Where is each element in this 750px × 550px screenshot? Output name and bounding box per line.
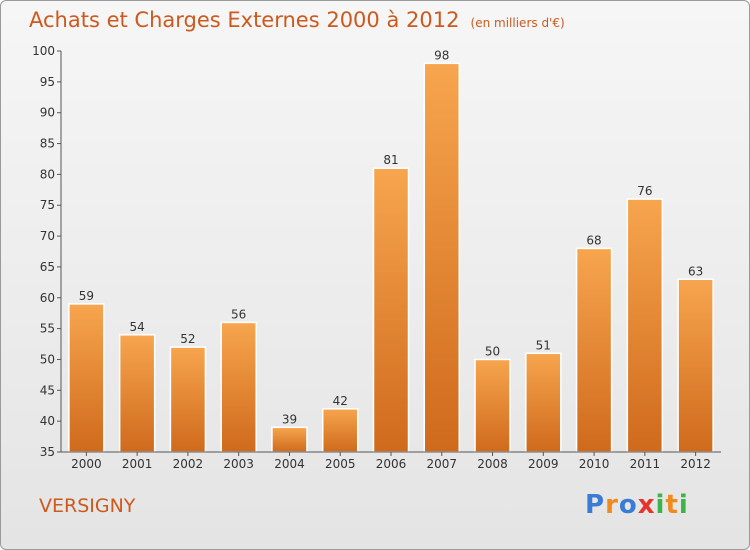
brand-logo: Proxiti bbox=[585, 490, 689, 520]
data-label-2012: 63 bbox=[688, 264, 703, 278]
y-tick-label: 35 bbox=[40, 445, 55, 459]
x-tick-label-2005: 2005 bbox=[325, 457, 356, 471]
bar-2001 bbox=[118, 334, 156, 453]
x-tick-label-2003: 2003 bbox=[223, 457, 254, 471]
bar-2003 bbox=[220, 321, 257, 453]
bar-2006 bbox=[372, 167, 410, 453]
bar-2011 bbox=[626, 198, 664, 453]
x-tick-label-2008: 2008 bbox=[477, 457, 508, 471]
x-tick-label-2004: 2004 bbox=[274, 457, 305, 471]
brand-letter: r bbox=[605, 490, 619, 520]
x-tick-label-2012: 2012 bbox=[680, 457, 711, 471]
bar-2005 bbox=[321, 408, 359, 453]
data-label-2003: 56 bbox=[231, 307, 246, 321]
y-tick-label: 70 bbox=[40, 229, 55, 243]
brand-letter: t bbox=[665, 490, 679, 520]
data-label-2002: 52 bbox=[180, 332, 195, 346]
data-label-2004: 39 bbox=[282, 412, 297, 426]
bar-2009 bbox=[525, 352, 562, 453]
y-tick-label: 80 bbox=[40, 167, 55, 181]
data-label-2008: 50 bbox=[485, 344, 500, 358]
bar-2008 bbox=[474, 358, 511, 453]
y-tick-label: 40 bbox=[40, 414, 55, 428]
bar-2012 bbox=[677, 278, 714, 453]
x-tick-label-2001: 2001 bbox=[122, 457, 153, 471]
bar-2002 bbox=[169, 346, 207, 453]
y-tick-label: 50 bbox=[40, 352, 55, 366]
brand-letter: P bbox=[585, 490, 606, 520]
commune-name: VERSIGNY bbox=[39, 495, 136, 517]
x-tick-label-2010: 2010 bbox=[579, 457, 610, 471]
y-tick-label: 85 bbox=[40, 137, 55, 151]
brand-letter: x bbox=[637, 490, 656, 520]
y-tick-label: 45 bbox=[40, 383, 55, 397]
y-tick-label: 65 bbox=[40, 260, 55, 274]
data-label-2007: 98 bbox=[434, 48, 449, 62]
x-tick-label-2011: 2011 bbox=[630, 457, 661, 471]
bar-2000 bbox=[68, 303, 105, 453]
title-block: Achats et Charges Externes 2000 à 2012 (… bbox=[29, 8, 565, 32]
brand-letter: i bbox=[655, 490, 666, 520]
data-label-2006: 81 bbox=[383, 153, 398, 167]
y-tick-label: 90 bbox=[40, 106, 55, 120]
chart-title: Achats et Charges Externes 2000 à 2012 bbox=[29, 8, 460, 32]
x-tick-label-2009: 2009 bbox=[528, 457, 559, 471]
x-tick-label-2007: 2007 bbox=[426, 457, 457, 471]
brand-letter: i bbox=[678, 490, 689, 520]
x-axis: 2000 2001 2002 2003 2004 2005 2006 2007 2008 2009… bbox=[61, 451, 721, 471]
y-tick-label: 95 bbox=[40, 75, 55, 89]
data-label-2011: 76 bbox=[637, 184, 652, 198]
data-label-2000: 59 bbox=[79, 289, 94, 303]
y-tick-label: 60 bbox=[40, 291, 55, 305]
y-tick-label: 100 bbox=[32, 44, 55, 58]
data-label-2001: 54 bbox=[130, 320, 145, 334]
y-tick-label: 55 bbox=[40, 322, 55, 336]
data-label-2005: 42 bbox=[333, 394, 348, 408]
bar-2010 bbox=[575, 247, 613, 453]
unit-note: (en milliers d'€) bbox=[470, 16, 565, 30]
bar-2004 bbox=[271, 426, 308, 453]
x-tick-label-2000: 2000 bbox=[71, 457, 102, 471]
y-axis: 35 40 45 50 55 60 65 70 75 80 85 90 95 100 bbox=[32, 44, 62, 459]
bar-2007 bbox=[423, 62, 461, 453]
y-tick-label: 75 bbox=[40, 198, 55, 212]
x-tick-label-2002: 2002 bbox=[173, 457, 204, 471]
data-label-2009: 51 bbox=[536, 338, 551, 352]
x-tick-label-2006: 2006 bbox=[376, 457, 407, 471]
bars: 59 54 52 56 39 42 81 98 50 51 68 76 63 bbox=[68, 48, 714, 453]
data-label-2010: 68 bbox=[586, 233, 601, 247]
brand-letter: o bbox=[618, 490, 638, 520]
